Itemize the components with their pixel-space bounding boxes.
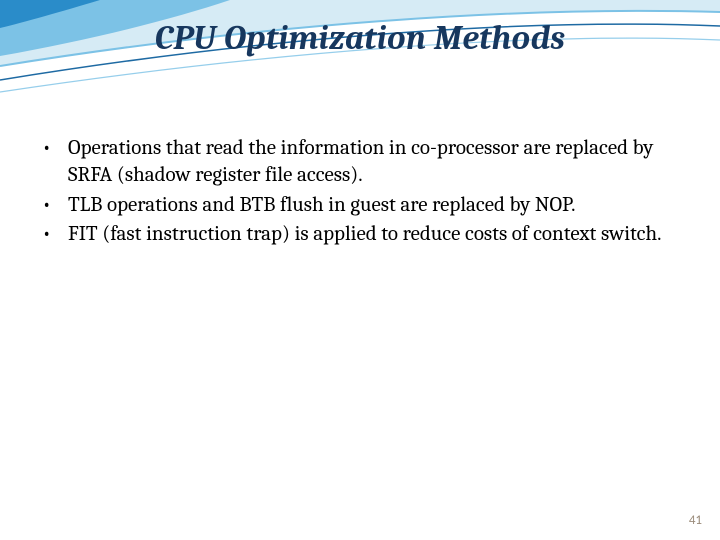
slide-content: Operations that read the information in … xyxy=(28,135,682,250)
slide-title: CPU Optimization Methods xyxy=(0,18,720,58)
bullet-item: Operations that read the information in … xyxy=(28,135,682,190)
page-number: 41 xyxy=(689,513,702,528)
bullet-item: FIT (fast instruction trap) is applied t… xyxy=(28,221,682,248)
bullet-list: Operations that read the information in … xyxy=(28,135,682,248)
bullet-item: TLB operations and BTB flush in guest ar… xyxy=(28,192,682,219)
